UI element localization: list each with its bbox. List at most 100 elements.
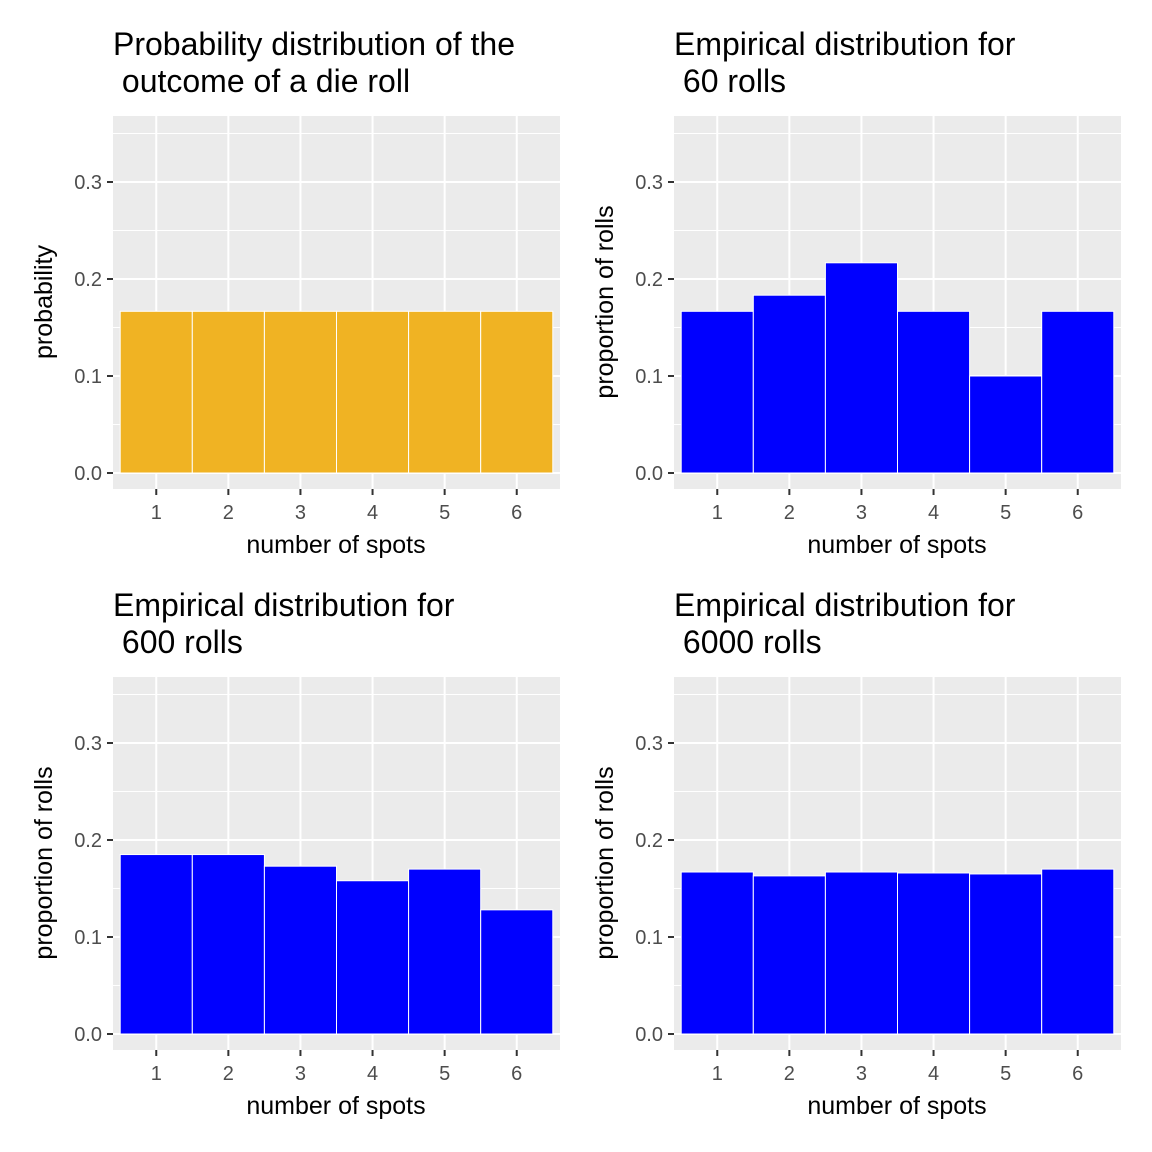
bar <box>119 854 193 1035</box>
x-tick-label: 3 <box>295 1063 306 1085</box>
y-tick-label: 0.1 <box>74 366 102 388</box>
x-tick-label: 6 <box>1072 502 1083 524</box>
bar <box>119 310 193 474</box>
bar-layer <box>119 310 554 474</box>
chart-title-line-1: Empirical distribution for <box>674 26 1016 62</box>
y-tick-label: 0.2 <box>74 269 102 291</box>
y-tick-layer: 0.0 0.1 0.2 0.3 <box>635 172 674 485</box>
chart-title-line-2: 6000 rolls <box>674 624 822 660</box>
y-tick-label: 0.0 <box>74 1024 102 1046</box>
x-tick-label: 1 <box>151 1063 162 1085</box>
x-tick-label: 1 <box>712 502 723 524</box>
y-tick-label: 0.1 <box>635 927 663 949</box>
bar <box>336 310 410 474</box>
x-tick-label: 5 <box>439 1063 450 1085</box>
x-tick-label: 2 <box>223 1063 234 1085</box>
x-tick-label: 5 <box>1000 502 1011 524</box>
y-tick-label: 0.3 <box>635 733 663 755</box>
x-tick-label: 3 <box>856 502 867 524</box>
y-tick-label: 0.0 <box>635 463 663 485</box>
y-tick-label: 0.1 <box>74 927 102 949</box>
x-tick-label: 1 <box>151 502 162 524</box>
x-tick-layer: 1 2 3 4 5 6 <box>151 1050 522 1085</box>
y-tick-label: 0.3 <box>635 172 663 194</box>
chart-svg: Empirical distribution for 600 rolls 0.0… <box>30 587 560 1120</box>
bar <box>897 872 971 1035</box>
x-tick-label: 3 <box>295 502 306 524</box>
bar <box>824 871 898 1035</box>
x-tick-label: 4 <box>367 502 378 524</box>
bar <box>752 875 826 1035</box>
x-tick-label: 6 <box>511 502 522 524</box>
bar <box>191 854 265 1035</box>
x-tick-label: 2 <box>784 502 795 524</box>
y-axis-label: proportion of rolls <box>591 205 619 398</box>
bar <box>480 310 554 474</box>
bar <box>1041 310 1115 474</box>
y-tick-label: 0.2 <box>635 830 663 852</box>
y-tick-label: 0.3 <box>74 733 102 755</box>
chart-title-line-1: Probability distribution of the <box>113 26 515 62</box>
y-axis-label: proportion of rolls <box>30 766 58 959</box>
x-tick-layer: 1 2 3 4 5 6 <box>151 489 522 524</box>
chart-title-line-1: Empirical distribution for <box>113 587 455 623</box>
chart-svg: Probability distribution of the outcome … <box>30 26 560 559</box>
bar <box>680 871 754 1035</box>
bar-layer <box>680 262 1115 474</box>
x-tick-label: 5 <box>1000 1063 1011 1085</box>
x-tick-label: 2 <box>784 1063 795 1085</box>
chart-title-line-2: 600 rolls <box>113 624 243 660</box>
bar <box>408 310 482 474</box>
y-axis-label: probability <box>30 245 58 359</box>
bar <box>680 310 754 474</box>
chart-title-line-2: outcome of a die roll <box>113 63 410 99</box>
chart-panel-60-rolls: Empirical distribution for 60 rolls 0.0 0… <box>561 0 1121 560</box>
chart-title-line-2: 60 rolls <box>674 63 786 99</box>
bar <box>408 868 482 1035</box>
x-tick-label: 3 <box>856 1063 867 1085</box>
chart-svg: Empirical distribution for 6000 rolls 0.… <box>591 587 1121 1120</box>
chart-panel-6000-rolls: Empirical distribution for 6000 rolls 0.… <box>561 561 1121 1121</box>
x-axis-label: number of spots <box>807 531 986 559</box>
x-axis-label: number of spots <box>807 1092 986 1120</box>
x-tick-label: 4 <box>928 502 939 524</box>
y-tick-layer: 0.0 0.1 0.2 0.3 <box>635 733 674 1046</box>
y-tick-layer: 0.0 0.1 0.2 0.3 <box>74 172 113 485</box>
bar <box>824 262 898 474</box>
chart-svg: Empirical distribution for 60 rolls 0.00… <box>591 26 1121 559</box>
bar <box>969 375 1043 474</box>
y-tick-label: 0.3 <box>74 172 102 194</box>
bar <box>191 310 265 474</box>
y-tick-label: 0.1 <box>635 366 663 388</box>
bar <box>336 880 410 1035</box>
bar-layer <box>119 854 554 1035</box>
x-axis-label: number of spots <box>246 1092 425 1120</box>
x-tick-label: 2 <box>223 502 234 524</box>
x-axis-label: number of spots <box>246 531 425 559</box>
bar <box>897 310 971 474</box>
chart-panel-600-rolls: Empirical distribution for 600 rolls 0.0… <box>0 561 560 1121</box>
bar <box>263 865 337 1035</box>
x-tick-label: 1 <box>712 1063 723 1085</box>
bar <box>263 310 337 474</box>
bar <box>969 873 1043 1035</box>
y-tick-label: 0.2 <box>635 269 663 291</box>
y-tick-layer: 0.0 0.1 0.2 0.3 <box>74 733 113 1046</box>
y-tick-label: 0.2 <box>74 830 102 852</box>
x-tick-label: 6 <box>511 1063 522 1085</box>
chart-panel-probability: Probability distribution of the outcome … <box>0 0 560 560</box>
bar-layer <box>680 868 1115 1035</box>
chart-title-line-1: Empirical distribution for <box>674 587 1016 623</box>
x-tick-layer: 1 2 3 4 5 6 <box>712 1050 1083 1085</box>
bar <box>480 909 554 1035</box>
x-tick-label: 4 <box>928 1063 939 1085</box>
y-axis-label: proportion of rolls <box>591 766 619 959</box>
x-tick-label: 5 <box>439 502 450 524</box>
bar <box>1041 868 1115 1035</box>
x-tick-label: 4 <box>367 1063 378 1085</box>
x-tick-label: 6 <box>1072 1063 1083 1085</box>
bar <box>752 294 826 474</box>
y-tick-label: 0.0 <box>635 1024 663 1046</box>
x-tick-layer: 1 2 3 4 5 6 <box>712 489 1083 524</box>
